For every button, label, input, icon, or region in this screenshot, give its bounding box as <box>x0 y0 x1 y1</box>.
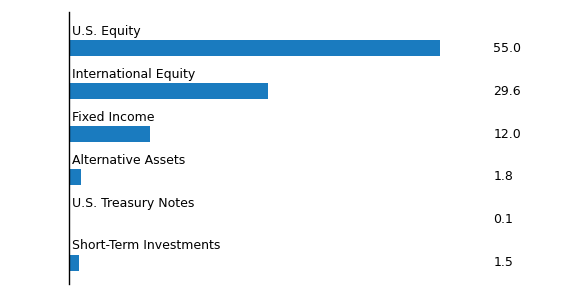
Text: 1.5: 1.5 <box>493 256 513 269</box>
Text: U.S. Equity: U.S. Equity <box>72 25 141 38</box>
Bar <box>69 169 81 185</box>
Text: Fixed Income: Fixed Income <box>72 111 155 124</box>
Bar <box>69 83 268 99</box>
Bar <box>69 255 79 271</box>
Text: 12.0: 12.0 <box>493 128 521 141</box>
Text: 55.0: 55.0 <box>493 42 521 55</box>
Text: Alternative Assets: Alternative Assets <box>72 154 186 167</box>
Text: U.S. Treasury Notes: U.S. Treasury Notes <box>72 197 194 210</box>
Bar <box>69 126 150 142</box>
Text: 0.1: 0.1 <box>493 213 513 226</box>
Text: Short-Term Investments: Short-Term Investments <box>72 239 221 252</box>
Bar <box>69 40 439 57</box>
Text: International Equity: International Equity <box>72 68 195 81</box>
Text: 1.8: 1.8 <box>493 170 513 184</box>
Text: 29.6: 29.6 <box>493 85 521 98</box>
